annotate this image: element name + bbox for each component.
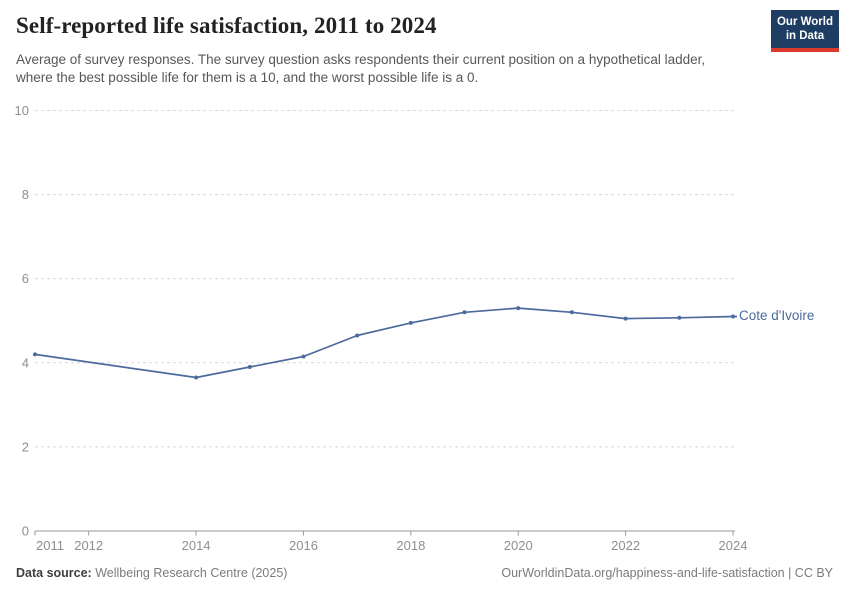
y-axis-tick-label: 0 [22,524,29,539]
y-axis-tick-label: 8 [22,187,29,202]
data-point-marker [731,314,735,319]
data-point-marker [462,310,467,315]
data-point-marker [355,333,360,338]
data-point-marker [623,316,628,321]
page-title: Self-reported life satisfaction, 2011 to… [16,13,437,38]
data-point-marker [677,315,682,320]
data-point-marker [516,306,521,311]
x-axis-tick-label: 2024 [719,538,748,553]
data-point-marker [408,320,413,325]
data-point-marker [194,375,199,380]
x-axis-tick-label: 2014 [182,538,211,553]
owid-logo-line2: in Data [785,30,825,43]
x-axis-tick-label: 2018 [396,538,425,553]
owid-logo: Our World in Data [770,10,839,52]
y-axis-tick-label: 2 [22,439,29,454]
x-axis-tick-label: 2012 [74,538,103,553]
x-axis-tick-label: 2020 [504,538,533,553]
y-axis-tick-label: 6 [22,271,29,286]
data-line [34,307,734,379]
series-label-cote-divoire: Cote d'Ivoire [739,308,815,323]
y-axis-tick-label: 10 [15,103,29,118]
owid-logo-line1: Our World [776,16,833,28]
data-point-marker [301,354,306,359]
x-axis-tick-label: 2011 [36,538,64,553]
chart-footer: Data source: Wellbeing Research Centre (… [0,566,850,580]
data-point-marker [247,365,252,369]
data-source-note: Data source: Wellbeing Research Centre (… [16,566,287,580]
data-source-value: Wellbeing Research Centre (2025) [95,566,288,580]
x-axis-tick-label: 2022 [611,538,640,553]
chart-subtitle: Average of survey responses. The survey … [16,52,706,85]
data-point-marker [33,352,37,357]
data-point-marker [569,310,574,315]
data-source-label: Data source: [16,566,92,580]
y-axis-tick-label: 4 [22,355,29,370]
x-axis-tick-label: 2016 [289,538,318,553]
footer-url-license: OurWorldinData.org/happiness-and-life-sa… [501,566,833,580]
